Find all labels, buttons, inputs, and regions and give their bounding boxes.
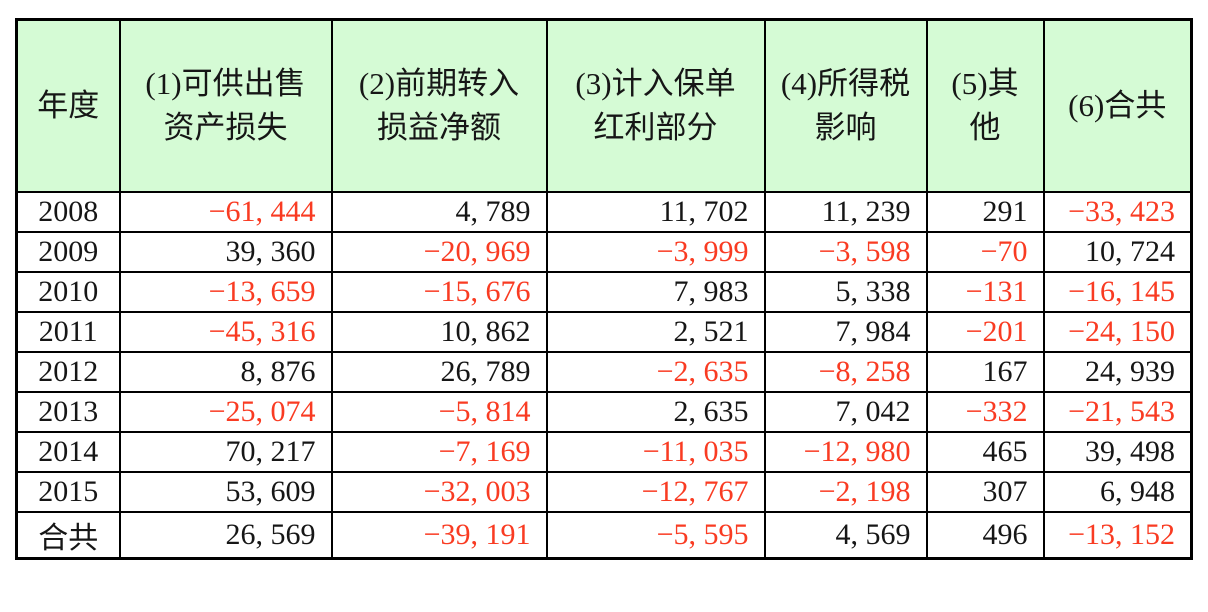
column-header-prior-pnl: (2)前期转入 损益净额 [330,18,548,193]
table-cell: −20, 969 [330,230,548,273]
table-cell: 53, 609 [118,470,333,513]
row-label: 2013 [15,390,121,433]
column-header-year: 年度 [15,18,121,193]
table-cell: 39, 498 [1042,430,1193,473]
column-header-total: (6)合共 [1042,18,1193,193]
table-row: 2015 53, 609 −32, 003 −12, 767 −2, 198 307 6, … [15,470,1193,513]
row-label: 2014 [15,430,121,473]
column-header-afs-losses: (1)可供出售 资产损失 [118,18,333,193]
table-cell: 26, 789 [330,350,548,393]
table-cell: 5, 338 [763,270,928,313]
header-row: 年度 (1)可供出售 资产损失 (2)前期转入 损益净额 (3)计入保单 红利部… [15,18,1193,193]
financial-data-table: 年度 (1)可供出售 资产损失 (2)前期转入 损益净额 (3)计入保单 红利部… [15,18,1193,560]
table-cell: 10, 724 [1042,230,1193,273]
table-cell: −2, 198 [763,470,928,513]
row-label: 2010 [15,270,121,313]
row-label: 2008 [15,190,121,233]
table-row: 2008 −61, 444 4, 789 11, 702 11, 239 291 −33, … [15,190,1193,233]
table-cell: −45, 316 [118,310,333,353]
table-cell: 24, 939 [1042,350,1193,393]
table-cell: 291 [925,190,1045,233]
table-cell: −21, 543 [1042,390,1193,433]
table-cell: 7, 984 [763,310,928,353]
table-cell: −8, 258 [763,350,928,393]
table-row: 2010 −13, 659 −15, 676 7, 983 5, 338 −131 −16,… [15,270,1193,313]
table-row: 2013 −25, 074 −5, 814 2, 635 7, 042 −332 −21, … [15,390,1193,433]
table-row: 合共 26, 569 −39, 191 −5, 595 4, 569 496 −13, 15… [15,510,1193,559]
table-cell: 39, 360 [118,230,333,273]
table-cell: 2, 521 [545,310,766,353]
table-cell: −13, 152 [1042,510,1193,559]
table-cell: 7, 983 [545,270,766,313]
table-cell: −25, 074 [118,390,333,433]
table-cell: −332 [925,390,1045,433]
column-header-income-tax: (4)所得税 影响 [763,18,928,193]
table-cell: −15, 676 [330,270,548,313]
table-cell: −39, 191 [330,510,548,559]
table-cell: −201 [925,310,1045,353]
table-cell: 70, 217 [118,430,333,473]
table-cell: −5, 595 [545,510,766,559]
table-cell: −12, 767 [545,470,766,513]
table-cell: 11, 239 [763,190,928,233]
table-cell: 4, 789 [330,190,548,233]
table-cell: −3, 598 [763,230,928,273]
table-cell: −61, 444 [118,190,333,233]
table-cell: −2, 635 [545,350,766,393]
table-cell: −131 [925,270,1045,313]
table-cell: −5, 814 [330,390,548,433]
table-row: 2014 70, 217 −7, 169 −11, 035 −12, 980 465 39,… [15,430,1193,473]
table-cell: 2, 635 [545,390,766,433]
table-cell: −24, 150 [1042,310,1193,353]
table-cell: −70 [925,230,1045,273]
table-cell: 10, 862 [330,310,548,353]
table-cell: 496 [925,510,1045,559]
table-cell: 11, 702 [545,190,766,233]
row-label: 合共 [15,510,121,559]
table-row: 2011 −45, 316 10, 862 2, 521 7, 984 −201 −24, … [15,310,1193,353]
column-header-other: (5)其 他 [925,18,1045,193]
table-cell: 6, 948 [1042,470,1193,513]
table-cell: 307 [925,470,1045,513]
column-header-policy-dividend: (3)计入保单 红利部分 [545,18,766,193]
row-label: 2015 [15,470,121,513]
row-label: 2009 [15,230,121,273]
table-cell: 7, 042 [763,390,928,433]
table-body: 2008 −61, 444 4, 789 11, 702 11, 239 291 −33, … [15,190,1193,559]
table-cell: −7, 169 [330,430,548,473]
table-cell: −16, 145 [1042,270,1193,313]
table-cell: −11, 035 [545,430,766,473]
table-cell: 167 [925,350,1045,393]
table-cell: 8, 876 [118,350,333,393]
table-cell: 465 [925,430,1045,473]
row-label: 2012 [15,350,121,393]
table-cell: −33, 423 [1042,190,1193,233]
table-cell: 26, 569 [118,510,333,559]
table-cell: −12, 980 [763,430,928,473]
table-cell: 4, 569 [763,510,928,559]
table-cell: −13, 659 [118,270,333,313]
table-row: 2012 8, 876 26, 789 −2, 635 −8, 258 167 24, 93… [15,350,1193,393]
table-cell: −32, 003 [330,470,548,513]
table-row: 2009 39, 360 −20, 969 −3, 999 −3, 598 −70 10, … [15,230,1193,273]
row-label: 2011 [15,310,121,353]
table-cell: −3, 999 [545,230,766,273]
